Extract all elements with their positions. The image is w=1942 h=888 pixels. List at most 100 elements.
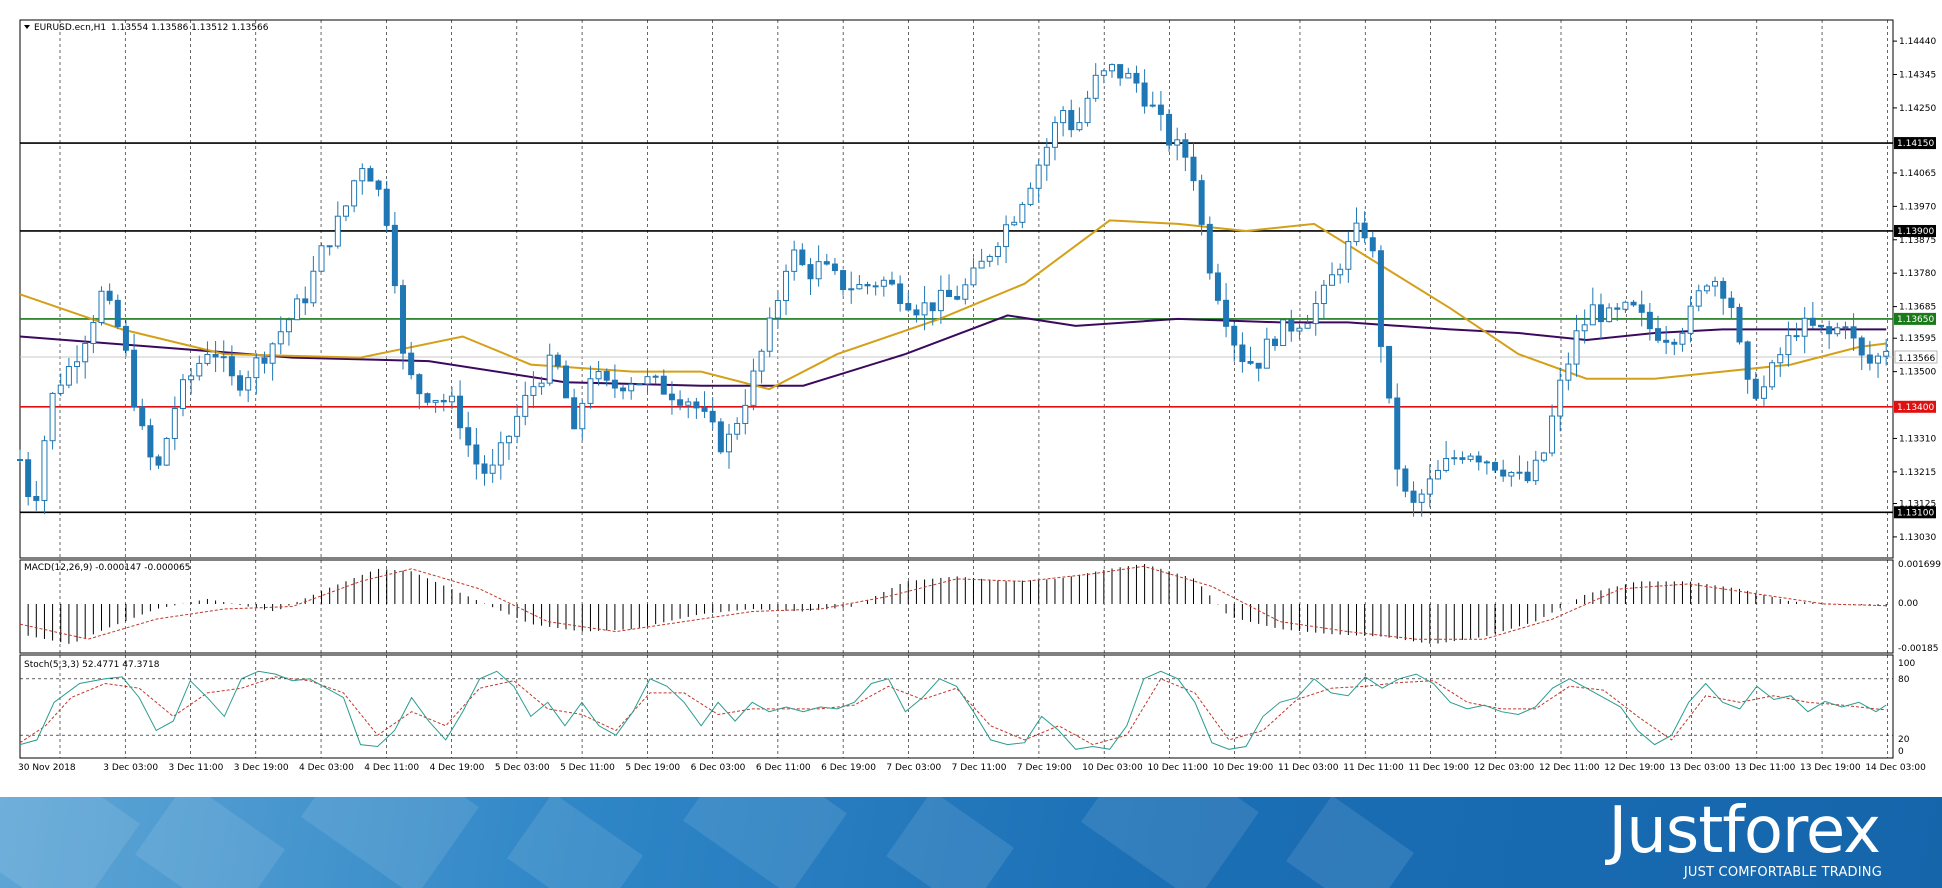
candle-body xyxy=(1043,146,1050,166)
candle-body xyxy=(1573,330,1580,365)
candle-body xyxy=(204,353,211,364)
candle-body xyxy=(1361,222,1368,239)
candle-body xyxy=(196,362,203,377)
candle-body xyxy=(620,387,627,392)
macd-axis-bottom: -0.00185 xyxy=(1898,644,1938,654)
candle-body xyxy=(1866,354,1873,364)
candle-body xyxy=(400,285,407,354)
candle-body xyxy=(375,180,382,190)
candle-body xyxy=(652,375,659,378)
candle-body xyxy=(220,356,227,359)
candle-body xyxy=(840,270,847,291)
time-tick-label: 3 Dec 19:00 xyxy=(234,763,289,773)
level-label-text: 1.13900 xyxy=(1897,227,1934,237)
candle-body xyxy=(432,399,439,403)
candle-body xyxy=(823,261,830,265)
candle-body xyxy=(33,495,40,501)
candle-body xyxy=(791,249,798,272)
candle-body xyxy=(628,383,635,392)
candle-body xyxy=(1777,354,1784,364)
candle-body xyxy=(1443,457,1450,471)
candle-body xyxy=(750,370,757,406)
candle-body xyxy=(1540,452,1547,461)
candle-body xyxy=(82,342,89,363)
candle-body xyxy=(587,378,594,404)
level-label-box xyxy=(1894,137,1936,150)
macd-label: MACD(12,26,9) -0.000147 -0.000065 xyxy=(24,563,190,573)
candle-body xyxy=(888,279,895,285)
candle-body xyxy=(831,263,838,272)
price-tick-label: 1.13970 xyxy=(1899,202,1936,212)
candle-body xyxy=(98,290,105,323)
candle-body xyxy=(937,289,944,312)
candle-body xyxy=(1834,327,1841,335)
time-tick-label: 12 Dec 11:00 xyxy=(1539,763,1600,773)
candle-body xyxy=(1589,304,1596,326)
candle-body xyxy=(1655,328,1662,341)
candle-body xyxy=(497,442,504,466)
price-pane: 1.14440 1.14345 1.14250 1.14065 1.13970 1.138… xyxy=(17,19,1938,559)
time-tick-label: 11 Dec 11:00 xyxy=(1343,763,1404,773)
price-tick-label: 1.13685 xyxy=(1899,303,1936,313)
candle-body xyxy=(1557,379,1564,417)
candle-body xyxy=(725,433,732,453)
time-tick-label: 10 Dec 11:00 xyxy=(1147,763,1208,773)
candle-body xyxy=(1451,457,1458,460)
candle-body xyxy=(783,270,790,302)
macd-axis-top: 0.001699 xyxy=(1898,560,1941,570)
level-label-box xyxy=(1894,506,1936,519)
time-tick-label: 6 Dec 19:00 xyxy=(821,763,876,773)
stoch-pane: Stoch(5,3,3) 52.4771 47.3718 100 80 20 0 xyxy=(19,654,1915,759)
candle-body xyxy=(611,379,618,389)
candle-body xyxy=(742,404,749,424)
candle-body xyxy=(285,319,292,333)
candle-body xyxy=(1377,250,1384,347)
candle-body xyxy=(1100,70,1107,76)
candle-body xyxy=(1703,285,1710,292)
candle-body xyxy=(465,427,472,446)
macd-pane: MACD(12,26,9) -0.000147 -0.000065 0.0016… xyxy=(19,559,1941,654)
time-tick-label: 5 Dec 03:00 xyxy=(495,763,550,773)
candle-body xyxy=(1329,274,1336,286)
candle-body xyxy=(758,350,765,372)
stoch-pane-frame xyxy=(19,654,1894,759)
collapse-triangle-icon[interactable] xyxy=(24,25,30,29)
level-label-box xyxy=(1894,224,1936,237)
candle-body xyxy=(1565,363,1572,381)
time-tick-label: 5 Dec 19:00 xyxy=(625,763,680,773)
candle-body xyxy=(677,399,684,406)
candle-body xyxy=(1092,74,1099,99)
level-label-box xyxy=(1894,312,1936,325)
candle-body xyxy=(1614,307,1621,310)
candle-body xyxy=(986,255,993,262)
candle-body xyxy=(1720,280,1727,299)
candle-body xyxy=(978,260,985,269)
current-price-text: 1.13566 xyxy=(1898,354,1935,364)
price-tick-label: 1.13125 xyxy=(1899,499,1936,509)
candle-body xyxy=(261,357,268,364)
symbol-header: EURUSD.ecn,H1 1.13554 1.13586 1.13512 1.… xyxy=(24,23,269,33)
candle-body xyxy=(962,284,969,300)
price-tick-label: 1.13310 xyxy=(1899,434,1936,444)
candle-body xyxy=(929,302,936,312)
ma-fast-line xyxy=(19,219,1887,391)
candle-body xyxy=(734,422,741,435)
stoch-axis-0: 0 xyxy=(1898,747,1904,757)
candle-body xyxy=(359,168,366,182)
candle-body xyxy=(1622,301,1629,310)
candle-body xyxy=(571,397,578,430)
chart-canvas: 1.14440 1.14345 1.14250 1.14065 1.13970 1.138… xyxy=(17,19,1942,773)
candle-body xyxy=(440,399,447,403)
candle-body xyxy=(1483,461,1490,464)
candle-body xyxy=(1174,139,1181,146)
price-tick-label: 1.13595 xyxy=(1899,334,1936,344)
candle-body xyxy=(1817,324,1824,328)
candle-body xyxy=(310,270,317,304)
candle-body xyxy=(1671,341,1678,345)
candle-body xyxy=(351,180,358,207)
candle-body xyxy=(1011,221,1018,226)
candle-body xyxy=(1084,97,1091,124)
time-tick-label: 30 Nov 2018 xyxy=(18,763,76,773)
candle-body xyxy=(1133,72,1140,84)
time-tick-label: 7 Dec 03:00 xyxy=(886,763,941,773)
